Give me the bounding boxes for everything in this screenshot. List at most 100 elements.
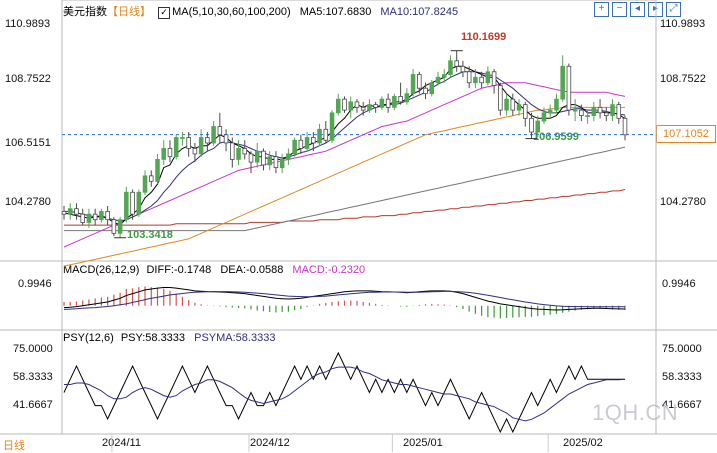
candle-down: [510, 98, 516, 111]
candle-down: [92, 213, 98, 221]
candle-down: [566, 65, 572, 111]
psy-tick-left: 75.0000: [13, 343, 53, 355]
candle-up: [286, 153, 291, 160]
period-label[interactable]: 【日线】: [107, 6, 151, 18]
candle-down: [616, 104, 622, 119]
candle-up: [547, 109, 553, 114]
move-left-icon[interactable]: ◂: [630, 2, 645, 17]
current-price-tag: 107.1052: [656, 125, 716, 143]
candle-up: [124, 191, 129, 221]
candle-up: [572, 109, 578, 112]
maximize-icon[interactable]: ⤢: [666, 2, 681, 17]
psy-tick-right: 75.0000: [662, 343, 702, 355]
period-footer[interactable]: 日线: [3, 440, 25, 452]
candle-down: [111, 219, 117, 234]
candle-up: [535, 120, 541, 133]
candle-up: [485, 71, 491, 84]
psy-tick-right: 58.3333: [662, 371, 702, 383]
candle-up: [236, 148, 241, 160]
instrument-name: 美元指数: [63, 6, 107, 18]
macd-diff-line: [63, 287, 626, 311]
ma-toggle-icon[interactable]: ✓: [158, 7, 171, 19]
candle-up: [448, 60, 453, 75]
candle-up: [304, 137, 310, 149]
candle-up: [348, 101, 354, 111]
candle-up: [335, 98, 341, 114]
candle-down: [597, 106, 603, 114]
y-tick-label-left: 108.7522: [5, 73, 51, 85]
candle-up: [435, 76, 441, 84]
candle-down: [522, 104, 528, 119]
zoom-in-icon[interactable]: +: [594, 2, 609, 17]
candle-up: [504, 98, 509, 111]
candle-down: [192, 148, 198, 155]
macd-header: MACD(26,12,9) DIFF:-0.1748 DEA:-0.0588 M…: [63, 264, 365, 276]
y-tick-label-left: 104.2780: [5, 196, 51, 208]
candle-down: [354, 101, 360, 108]
candle-down: [205, 137, 210, 144]
candle-down: [248, 153, 254, 163]
psy-spec: PSY(12,6): [63, 332, 114, 344]
candle-down: [423, 87, 428, 95]
candle-up: [67, 208, 73, 215]
macd-tick-right: 0.9946: [662, 278, 696, 290]
candle-down: [230, 142, 235, 160]
ma30-line: [63, 82, 626, 248]
psy-value: PSY:58.3333: [120, 332, 186, 344]
candle-down: [61, 211, 67, 215]
candle-up: [117, 219, 123, 234]
macd-dea-line: [63, 290, 625, 310]
candle-up: [292, 139, 297, 155]
macd-tick-left: 0.9946: [18, 278, 52, 290]
candle-up: [554, 98, 559, 111]
zoom-out-icon[interactable]: −: [612, 2, 627, 17]
ma60-line: [63, 106, 625, 267]
candle-up: [367, 104, 372, 111]
candle-down: [604, 112, 609, 116]
candle-up: [404, 93, 410, 103]
candle-down: [242, 148, 248, 155]
candle-down: [529, 117, 534, 133]
price-header: 美元指数【日线】 ✓ MA(5,10,30,60,100,200) MA5:107…: [63, 3, 458, 19]
candle-down: [360, 106, 366, 111]
candle-up: [516, 104, 522, 111]
candle-up: [585, 115, 590, 117]
candle-up: [180, 137, 185, 139]
x-tick-label: 2025/02: [563, 437, 603, 449]
candle-down: [454, 60, 459, 67]
candle-down: [105, 211, 110, 221]
candle-up: [99, 211, 104, 221]
psyma-value: PSYMA:58.3333: [194, 332, 276, 344]
candle-up: [136, 191, 142, 215]
candle-down: [498, 85, 503, 111]
candle-up: [329, 112, 335, 141]
candle-down: [273, 156, 279, 169]
candle-down: [148, 175, 154, 182]
high-price-label: 110.1699: [461, 31, 507, 43]
ma100-line: [64, 146, 626, 232]
candle-up: [410, 74, 416, 95]
macd-dea-value: DEA:-0.0588: [220, 264, 284, 276]
psy-tick-right: 41.6667: [662, 399, 702, 411]
candle-up: [155, 159, 160, 182]
candle-down: [298, 139, 304, 149]
candle-down: [167, 148, 173, 158]
candle-up: [173, 137, 179, 158]
candle-up: [254, 150, 260, 163]
candle-up: [317, 128, 322, 144]
candle-down: [385, 98, 391, 108]
watermark: 1QH.CN: [592, 400, 679, 425]
candle-up: [591, 106, 597, 116]
candle-up: [560, 65, 565, 100]
y-tick-label-left: 106.5151: [5, 137, 51, 149]
x-tick-label: 2024/12: [250, 437, 290, 449]
candle-up: [86, 213, 92, 223]
candle-down: [130, 191, 135, 215]
psy-tick-left: 41.6667: [13, 399, 53, 411]
ma10-value: MA10:107.8245: [380, 6, 459, 18]
candle-down: [622, 117, 628, 136]
candle-up: [279, 159, 285, 169]
ma5-line: [63, 65, 626, 226]
